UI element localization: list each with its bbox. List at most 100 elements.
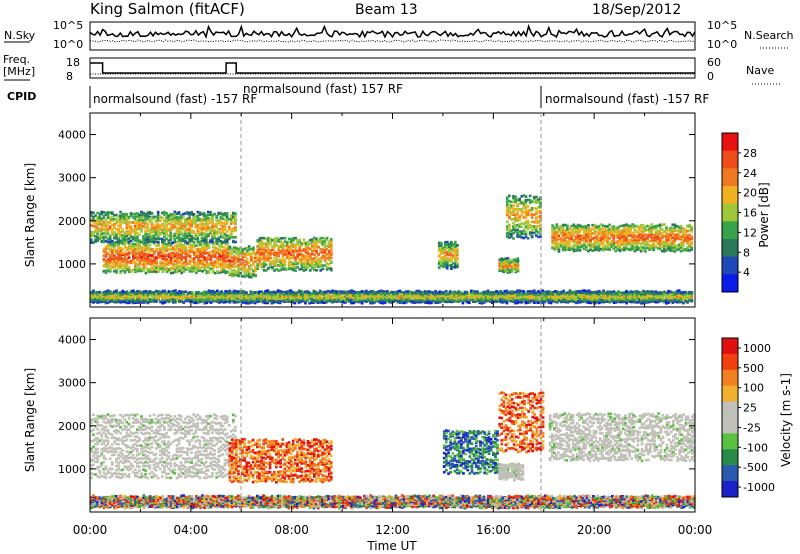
echo-cell <box>599 247 603 251</box>
echo-cell <box>192 230 195 233</box>
echo-cell <box>106 224 110 227</box>
echo-cell <box>222 266 225 270</box>
echo-cell <box>275 260 278 264</box>
echo-cell <box>123 239 127 242</box>
echo-cell <box>294 236 297 240</box>
echo-cell <box>156 236 160 239</box>
echo-cell <box>450 244 453 248</box>
echo-cell <box>138 255 141 259</box>
echo-cell <box>243 263 247 267</box>
echo-cell <box>184 245 188 249</box>
echo-cell <box>203 250 207 253</box>
echo-cell <box>177 211 181 214</box>
echo-cell <box>192 251 196 254</box>
echo-cell <box>508 223 511 227</box>
echo-cell <box>681 232 685 235</box>
echo-cell <box>190 246 194 249</box>
echo-cell <box>100 234 104 238</box>
echo-cell <box>631 231 635 235</box>
echo-cell <box>658 245 662 248</box>
echo-cell <box>498 263 502 267</box>
echo-cell <box>150 226 154 230</box>
echo-cell <box>133 237 137 241</box>
echo-cell <box>218 252 221 256</box>
echo-cell <box>195 262 198 265</box>
echo-cell <box>260 249 264 252</box>
echo-cell <box>665 226 668 230</box>
echo-cell <box>102 239 106 243</box>
echo-cell <box>228 266 232 269</box>
echo-cell <box>123 251 127 254</box>
echo-cell <box>121 215 124 219</box>
echo-cell <box>235 271 238 275</box>
echo-cell <box>175 227 179 231</box>
echo-cell <box>506 263 510 267</box>
echo-cell <box>235 256 238 260</box>
echo-cell <box>226 253 230 256</box>
echo-cell <box>224 256 228 259</box>
echo-cell <box>273 237 276 241</box>
echo-cell <box>192 266 196 270</box>
echo-cell <box>190 221 193 224</box>
echo-cell <box>304 262 308 266</box>
echo-cell <box>102 294 106 298</box>
echo-cell <box>235 261 238 264</box>
echo-cell <box>127 296 131 300</box>
echo-cell <box>281 261 285 264</box>
echo-cell <box>156 229 160 232</box>
echo-cell <box>186 249 190 253</box>
echo-cell <box>591 227 594 231</box>
echo-cell <box>228 272 232 276</box>
echo-cell <box>627 224 630 227</box>
echo-cell <box>568 234 571 237</box>
echo-cell <box>167 263 171 266</box>
echo-cell <box>311 238 314 241</box>
echo-cell <box>323 246 327 249</box>
echo-cell <box>157 248 160 251</box>
echo-cell <box>150 212 154 215</box>
echo-cell <box>663 241 666 245</box>
echo-cell <box>192 260 196 264</box>
echo-cell <box>144 238 147 242</box>
echo-cell <box>275 239 278 243</box>
echo-cell <box>200 239 204 242</box>
echo-cell <box>673 250 677 253</box>
echo-cell <box>136 239 139 243</box>
echo-cell <box>302 265 306 269</box>
echo-cell <box>269 242 272 246</box>
echo-cell <box>241 250 245 253</box>
echo-cell <box>163 253 167 256</box>
echo-cell <box>574 225 578 228</box>
echo-cell <box>454 264 457 267</box>
echo-cell <box>564 235 567 238</box>
echo-cell <box>224 251 228 255</box>
echo-cell <box>258 237 262 240</box>
echo-cell <box>161 216 164 219</box>
echo-cell <box>606 241 609 244</box>
echo-cell <box>313 242 316 246</box>
echo-cell <box>313 249 316 252</box>
echo-cell <box>125 241 129 244</box>
echo-cell <box>654 245 658 248</box>
echo-cell <box>654 237 658 240</box>
echo-cell <box>165 233 168 236</box>
echo-cell <box>315 237 318 241</box>
echo-cell <box>292 268 295 272</box>
echo-cell <box>132 268 135 271</box>
echo-cell <box>94 221 97 224</box>
echo-cell <box>585 247 588 251</box>
echo-cell <box>283 258 287 262</box>
echo-cell <box>269 260 272 264</box>
echo-cell <box>94 240 97 243</box>
echo-cell <box>656 237 660 240</box>
echo-cell <box>514 195 517 199</box>
echo-cell <box>437 248 441 252</box>
echo-cell <box>644 237 647 240</box>
echo-cell <box>115 213 118 217</box>
echo-cell <box>188 262 192 266</box>
echo-cell <box>207 225 210 229</box>
echo-cell <box>90 241 93 244</box>
echo-cell <box>142 290 146 293</box>
echo-cell <box>157 266 160 270</box>
echo-cell <box>203 263 207 267</box>
